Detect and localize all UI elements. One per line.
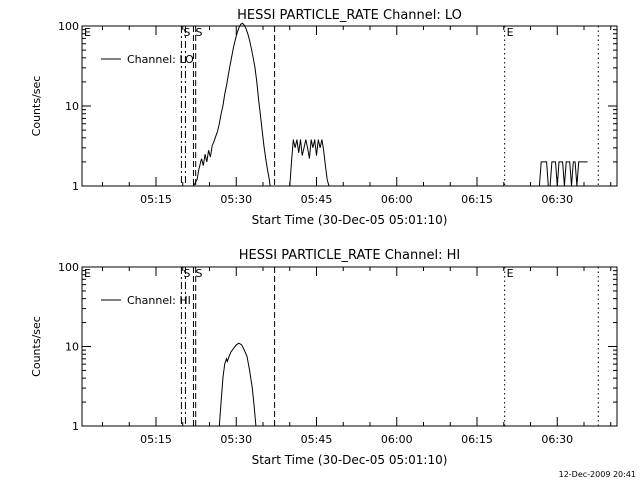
x-tick-label: 05:30 <box>220 433 252 446</box>
x-tick-label: 05:45 <box>301 433 333 446</box>
data-series-line <box>193 22 271 187</box>
legend-label: Channel: HI <box>127 294 191 307</box>
x-axis-label: Start Time (30-Dec-05 05:01:10) <box>252 453 448 467</box>
x-tick-label: 05:15 <box>140 193 172 206</box>
y-tick-label: 1 <box>72 180 79 193</box>
x-tick-label: 06:30 <box>541 193 573 206</box>
event-marker-label: E <box>84 26 91 39</box>
y-axis-label: Counts/sec <box>30 316 43 377</box>
chart-title: HESSI PARTICLE_RATE Channel: LO <box>237 8 462 23</box>
event-marker-label: S <box>195 26 202 39</box>
event-marker-label: E <box>507 267 514 280</box>
x-tick-label: 06:00 <box>381 433 413 446</box>
event-marker-label: S <box>195 267 202 280</box>
y-tick-label: 100 <box>58 20 79 33</box>
chart-title: HESSI PARTICLE_RATE Channel: HI <box>239 248 460 263</box>
plot-frame <box>81 266 618 427</box>
event-marker-label: S <box>183 26 190 39</box>
x-tick-label: 05:45 <box>301 193 333 206</box>
legend-label: Channel: LO <box>127 53 194 66</box>
data-series-line <box>538 161 588 187</box>
x-tick-label: 05:15 <box>140 433 172 446</box>
chart-panel-hi: HESSI PARTICLE_RATE Channel: HI 1 10 100 05:… <box>30 248 618 467</box>
y-tick-label: 10 <box>65 100 79 113</box>
chart-panel-lo: HESSI PARTICLE_RATE Channel: LO 1 10 100 05:… <box>30 8 618 227</box>
x-tick-label: 06:15 <box>461 193 493 206</box>
y-tick-label: 10 <box>65 341 79 354</box>
y-tick-label: 1 <box>72 420 79 433</box>
x-axis-label: Start Time (30-Dec-05 05:01:10) <box>252 213 448 227</box>
x-tick-label: 06:15 <box>461 433 493 446</box>
footer-date: 12-Dec-2009 20:41 <box>559 470 636 479</box>
plot-frame <box>81 25 618 187</box>
x-tick-label: 05:30 <box>220 193 252 206</box>
event-marker-label: E <box>84 267 91 280</box>
x-tick-label: 06:30 <box>541 433 573 446</box>
y-axis-label: Counts/sec <box>30 76 43 137</box>
data-series-line <box>289 139 330 187</box>
x-tick-label: 06:00 <box>381 193 413 206</box>
event-marker-label: E <box>507 26 514 39</box>
y-tick-label: 100 <box>58 261 79 274</box>
event-marker-label: S <box>183 267 190 280</box>
data-series-line <box>218 342 257 427</box>
